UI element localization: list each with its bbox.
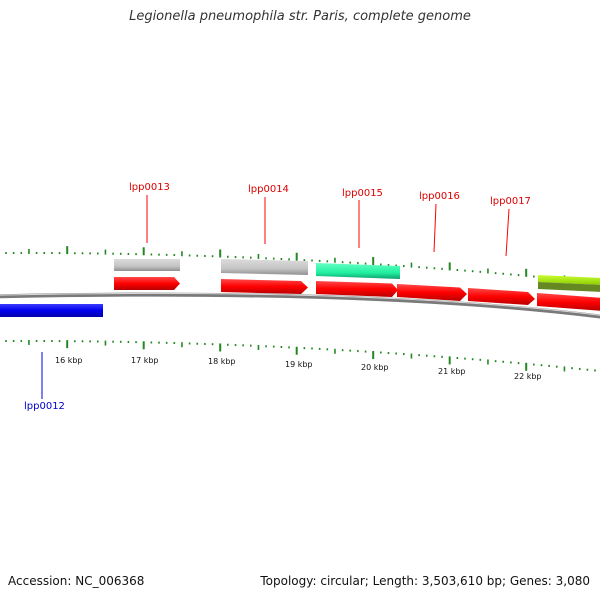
accession-label: Accession: NC_006368 [8,574,145,588]
scale-label: 22 kbp [514,372,542,381]
feature-track [114,259,600,292]
feature-box[interactable] [221,259,308,275]
map-title: Legionella pneumophila str. Paris, compl… [129,9,471,24]
scale-label: 18 kbp [208,357,236,366]
scale-label: 19 kbp [285,360,313,369]
gene-label-lpp0015[interactable]: lpp0015 [342,188,383,199]
inner-tick-row [5,339,596,372]
gene-label-lpp0013[interactable]: lpp0013 [129,182,170,193]
gene-arrow[interactable] [537,293,600,311]
reverse-gene-track [0,304,103,317]
feature-box[interactable] [538,275,600,285]
gene-label-lpp0016[interactable]: lpp0016 [419,191,460,202]
scale-label: 16 kbp [55,356,83,365]
scale-labels: 16 kbp 17 kbp 18 kbp 19 kbp 20 kbp 21 kb… [55,356,542,381]
gene-arrow-lpp0014[interactable] [221,279,308,294]
feature-box[interactable] [316,263,400,279]
label-leaders [41,195,510,399]
gene-labels: lpp0013 lpp0014 lpp0015 lpp0016 lpp0017 … [24,182,531,412]
gene-label-lpp0017[interactable]: lpp0017 [490,196,531,207]
gene-arrow-lpp0015[interactable] [316,281,398,297]
gene-arrow-lpp0017[interactable] [468,288,535,305]
scale-label: 21 kbp [438,367,466,376]
gene-arrow-lpp0016[interactable] [397,284,467,301]
gene-arrow-lpp0013[interactable] [114,277,180,290]
scale-label: 17 kbp [131,356,159,365]
gene-arrow-lpp0012[interactable] [0,304,103,317]
feature-box[interactable] [114,259,180,271]
genome-backbone-highlight [0,292,600,316]
feature-box[interactable] [538,282,600,292]
genome-backbone [0,292,600,319]
scale-label: 20 kbp [361,363,389,372]
gene-label-lpp0012[interactable]: lpp0012 [24,401,65,412]
gene-label-lpp0014[interactable]: lpp0014 [248,184,289,195]
genome-summary: Topology: circular; Length: 3,503,610 bp… [260,574,590,588]
leader-lpp0017 [505,208,510,257]
forward-gene-track [114,277,600,311]
leader-lpp0016 [433,203,437,253]
